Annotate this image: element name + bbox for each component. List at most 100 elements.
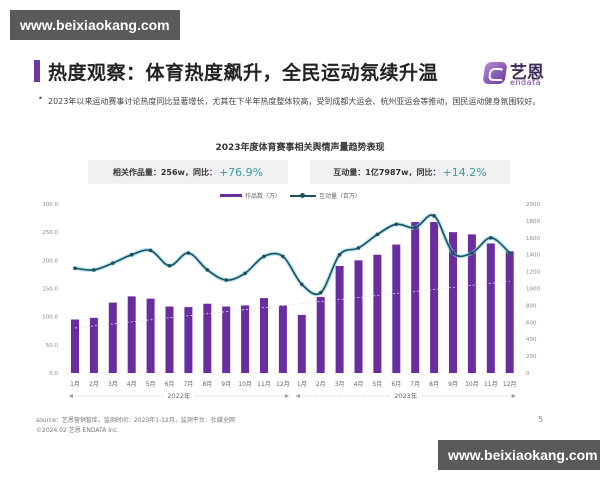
month-label: 2月 [89,381,99,388]
line-marker [451,251,455,255]
line-glow [74,213,512,297]
line-marker [489,236,493,240]
line-marker [224,278,228,282]
bar [108,302,117,373]
bar [71,319,79,373]
bullet-icon: • [38,94,43,103]
line-marker [300,282,304,287]
kpi-interactions-label: 互动量：1亿7987w，同比： [333,167,441,177]
month-label: 11月 [484,381,498,388]
bar [467,234,476,373]
line-marker [167,263,172,268]
month-label: 10月 [465,381,479,388]
month-label: 4月 [127,381,137,388]
year-group-label: 2023年 [394,391,418,400]
bar [373,254,382,373]
month-label: 1月 [70,381,80,388]
bar [89,317,98,373]
left-axis-tick: 150.0 [42,287,58,293]
month-label: 6月 [391,381,401,388]
right-axis-tick: 800 [526,303,537,309]
arrow-right-icon [284,394,289,398]
line-marker [92,268,96,272]
line-marker [186,251,191,255]
line-marker [470,251,474,255]
bar [260,298,268,373]
line-marker [413,225,418,230]
interaction-line [74,214,511,296]
trend-line [74,280,510,329]
source-line: source：艺恩营销智库，监测时间：2023年1-12月，监测平台：社媒全网 [36,417,235,424]
right-axis-tick: 2000 [526,202,540,208]
line-marker [507,251,512,255]
bar [392,244,401,373]
bar [203,303,212,373]
month-label: 8月 [202,381,212,388]
left-axis-tick: 300.0 [42,202,58,208]
right-axis-tick: 1000 [526,287,540,293]
line-marker [262,254,266,259]
month-label: 7月 [410,381,420,388]
chart-title: 2023年度体育赛事相关舆情声量趋势表现 [215,143,385,153]
bar [297,314,306,373]
bar [146,298,155,373]
summary-bullet: 2023年以来运动赛事讨论热度同比显著增长，尤其在下半年热度整体较高，受到成都大… [48,97,541,106]
legend-works-label: 作品数（万） [245,193,282,200]
legend-item-interactions: 互动量（百万） [290,191,361,200]
kpi-works-label: 相关作品量：256w，同比： [112,167,217,177]
month-label: 4月 [354,381,364,388]
year-group-label: 2022年 [167,391,191,400]
right-axis-tick: 0 [526,371,530,377]
kpi-interactions-yoy: +14.2% [442,165,487,179]
legend-bar-swatch-icon [220,194,242,197]
bar [241,305,250,373]
kpi-works-yoy: +76.9% [218,165,264,179]
right-axis-tick: 1400 [526,253,540,259]
line-marker [205,268,210,272]
month-label: 5月 [146,381,156,388]
watermark-top: www.beixiaokang.com [10,10,180,40]
line-marker [356,246,361,250]
bar [505,251,514,373]
left-axis-tick: 50.0 [46,343,59,349]
arrow-left-icon [69,394,73,398]
title-accent-bar [34,60,40,82]
bar [449,232,457,373]
month-label: 3月 [335,381,345,388]
month-label: 9月 [448,381,458,388]
page-number: 5 [538,415,544,424]
bar [354,260,363,373]
month-label: 7月 [183,381,193,388]
logo-en-text: endata [510,78,542,87]
right-axis-tick: 600 [526,320,537,326]
copyright-line: ©2024.02 艺恩 ENDATA Inc. [36,427,120,434]
month-label: 9月 [221,381,231,388]
right-axis-tick: 1200 [526,270,540,276]
legend-line-swatch-icon [290,192,316,198]
bar [486,243,495,373]
bar [335,265,344,373]
line-marker [129,252,134,257]
legend-interactions-label: 互动量（百万） [319,193,362,200]
bar [165,306,174,373]
kpi-works: 相关作品量：256w，同比： +76.9% [88,160,288,184]
left-axis-tick: 200.0 [42,258,58,264]
month-label: 6月 [165,381,175,388]
endata-logo: 艺恩 endata [482,60,556,88]
line-marker [111,261,115,265]
bar [278,305,287,373]
month-label: 12月 [503,381,517,388]
month-label: 12月 [276,381,290,388]
source-note: source：艺恩营销智库，监测时间：2023年1-12月，监测平台：社媒全网 … [36,416,235,436]
bar [411,222,420,373]
right-axis-tick: 200 [526,354,537,360]
month-label: 1月 [297,381,307,388]
right-axis-tick: 1600 [526,236,540,242]
line-marker [337,252,342,257]
month-label: 2月 [316,381,326,388]
logo-cn-text: 艺恩 [510,63,544,83]
left-axis-tick: 0.0 [49,371,58,377]
line-marker [243,271,247,276]
line-marker [318,290,323,295]
